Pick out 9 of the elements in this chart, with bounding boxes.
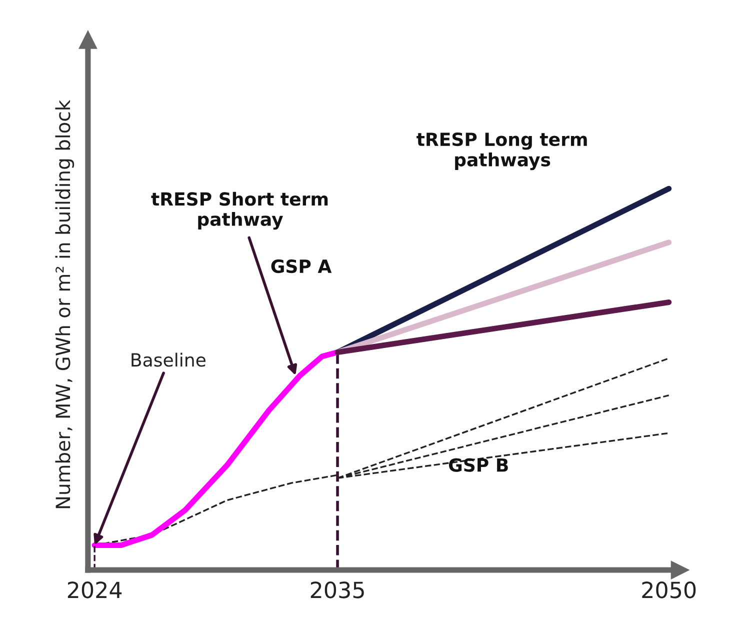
text: tRESP Long term pathways xyxy=(416,132,587,170)
x-tick-label: 2035 xyxy=(310,582,364,598)
annotation: GSP B xyxy=(448,458,508,472)
annotation: tRESP Short term pathway xyxy=(151,192,328,230)
x-tick-label: 2050 xyxy=(642,582,696,598)
annotation: GSP A xyxy=(271,259,332,274)
y-axis-title: Number, MW, GWh or m² in building block xyxy=(55,100,74,508)
x-tick-label: 2024 xyxy=(68,582,122,598)
annotation: Baseline xyxy=(132,352,206,367)
